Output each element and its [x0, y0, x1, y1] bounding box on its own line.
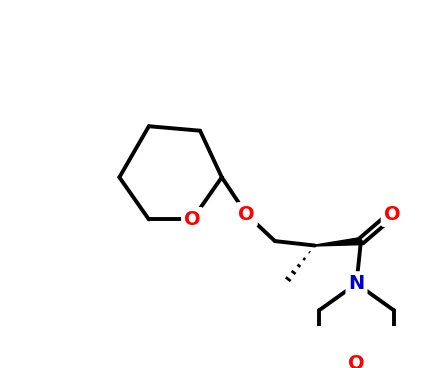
Text: O: O: [184, 210, 201, 229]
Text: O: O: [238, 205, 255, 224]
Text: N: N: [348, 274, 365, 293]
Text: O: O: [383, 205, 400, 224]
Polygon shape: [315, 238, 361, 246]
Text: O: O: [348, 354, 365, 368]
